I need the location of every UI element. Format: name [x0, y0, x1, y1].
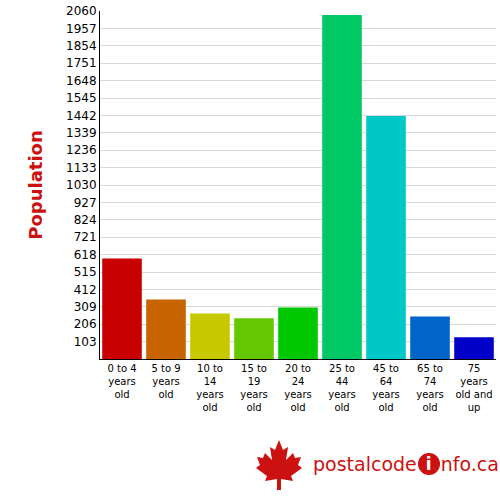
- svg-text:309: 309: [74, 300, 97, 314]
- svg-text:0 to 4yearsold: 0 to 4yearsold: [107, 363, 136, 400]
- svg-text:Population: Population: [25, 130, 46, 240]
- svg-text:1854: 1854: [66, 39, 97, 53]
- svg-text:15 to19yearsold: 15 to19yearsold: [240, 363, 268, 413]
- svg-text:10 to14yearsold: 10 to14yearsold: [196, 363, 224, 413]
- svg-text:618: 618: [74, 248, 97, 262]
- svg-text:1648: 1648: [66, 74, 97, 88]
- svg-text:1133: 1133: [66, 161, 97, 175]
- svg-text:5 to 9yearsold: 5 to 9yearsold: [151, 363, 180, 400]
- svg-text:45 to64yearsold: 45 to64yearsold: [372, 363, 400, 413]
- svg-text:206: 206: [74, 317, 97, 331]
- svg-text:1236: 1236: [66, 143, 97, 157]
- svg-text:1339: 1339: [66, 126, 97, 140]
- svg-text:25 to44yearsold: 25 to44yearsold: [328, 363, 356, 413]
- svg-text:927: 927: [74, 196, 97, 210]
- svg-text:20 to24yearsold: 20 to24yearsold: [284, 363, 312, 413]
- svg-text:75yearsold andup: 75yearsold andup: [455, 363, 492, 413]
- svg-text:1545: 1545: [66, 91, 97, 105]
- svg-text:1030: 1030: [66, 178, 97, 192]
- html-text:nfo.ca: nfo.ca: [440, 453, 499, 475]
- html-text:i: i: [425, 454, 432, 474]
- svg-text:1442: 1442: [66, 109, 97, 123]
- svg-text:2060: 2060: [66, 4, 97, 18]
- svg-text:103: 103: [74, 335, 97, 349]
- html-text:postalcode: postalcode: [313, 453, 417, 475]
- svg-text:1751: 1751: [66, 56, 97, 70]
- svg-text:515: 515: [74, 265, 97, 279]
- svg-text:65 to74yearsold: 65 to74yearsold: [416, 363, 444, 413]
- svg-text:824: 824: [74, 213, 97, 227]
- svg-text:412: 412: [74, 283, 97, 297]
- svg-text:721: 721: [74, 230, 97, 244]
- svg-text:1957: 1957: [66, 22, 97, 36]
